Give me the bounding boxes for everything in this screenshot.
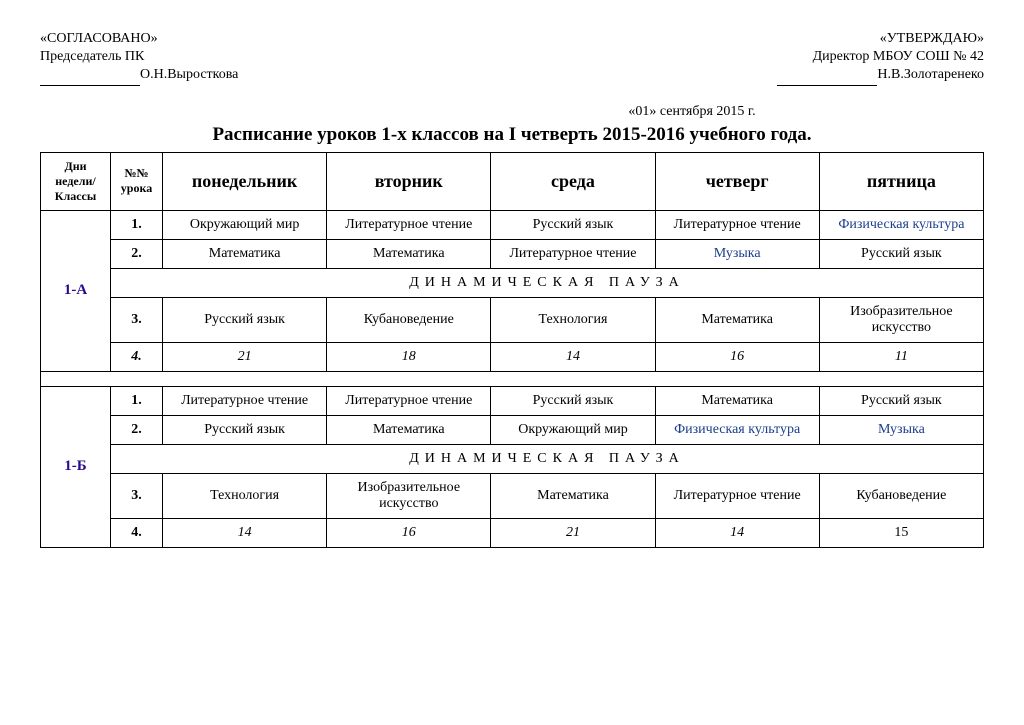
approval-left: «СОГЛАСОВАНО» Председатель ПК О.Н.Вырост…	[40, 30, 238, 86]
cell: Окружающий мир	[163, 210, 327, 239]
table-row: 1-А 1. Окружающий мир Литературное чтени…	[41, 210, 984, 239]
cell: Русский язык	[819, 386, 983, 415]
cell: Русский язык	[163, 297, 327, 342]
cell: Литературное чтение	[655, 473, 819, 518]
cell: 16	[327, 518, 491, 547]
cell: Русский язык	[491, 386, 655, 415]
cell: Литературное чтение	[327, 210, 491, 239]
pause-cell: ДИНАМИЧЕСКАЯ ПАУЗА	[111, 268, 984, 297]
lesson-num: 1.	[111, 210, 163, 239]
lesson-num: 2.	[111, 239, 163, 268]
cell: Физическая культура	[819, 210, 983, 239]
cell: Математика	[491, 473, 655, 518]
col-thu: четверг	[655, 152, 819, 210]
cell: Окружающий мир	[491, 415, 655, 444]
cell: 11	[819, 342, 983, 371]
lesson-num: 2.	[111, 415, 163, 444]
cell: Кубановедение	[327, 297, 491, 342]
lesson-num: 3.	[111, 297, 163, 342]
cell: Литературное чтение	[163, 386, 327, 415]
approval-right-line1: «УТВЕРЖДАЮ»	[777, 30, 984, 48]
cell: Русский язык	[819, 239, 983, 268]
cell: Изобразительное искусство	[819, 297, 983, 342]
cell: Математика	[655, 386, 819, 415]
table-row: 4. 14 16 21 14 15	[41, 518, 984, 547]
cell: Музыка	[655, 239, 819, 268]
pause-cell: ДИНАМИЧЕСКАЯ ПАУЗА	[111, 444, 984, 473]
cell: 21	[163, 342, 327, 371]
cell: Технология	[163, 473, 327, 518]
cell: Математика	[327, 415, 491, 444]
cell: Математика	[163, 239, 327, 268]
table-row: 1-Б 1. Литературное чтение Литературное …	[41, 386, 984, 415]
pause-row: ДИНАМИЧЕСКАЯ ПАУЗА	[41, 444, 984, 473]
approval-right-line3: Н.В.Золотаренеко	[777, 66, 984, 85]
page-title: Расписание уроков 1-х классов на I четве…	[40, 124, 984, 146]
cell: 15	[819, 518, 983, 547]
approval-header: «СОГЛАСОВАНО» Председатель ПК О.Н.Вырост…	[40, 30, 984, 86]
table-row: 2. Математика Математика Литературное чт…	[41, 239, 984, 268]
table-row: 2. Русский язык Математика Окружающий ми…	[41, 415, 984, 444]
cell: Русский язык	[163, 415, 327, 444]
approval-left-line2: Председатель ПК	[40, 48, 238, 66]
date-line: «01» сентября 2015 г.	[400, 104, 984, 120]
cell: 16	[655, 342, 819, 371]
spacer-row	[41, 371, 984, 386]
col-days-header: Дни недели/ Классы	[41, 152, 111, 210]
cell: Музыка	[819, 415, 983, 444]
schedule-table: Дни недели/ Классы №№ урока понедельник …	[40, 152, 984, 548]
pause-row: ДИНАМИЧЕСКАЯ ПАУЗА	[41, 268, 984, 297]
col-fri: пятница	[819, 152, 983, 210]
cell: 14	[491, 342, 655, 371]
col-num-header: №№ урока	[111, 152, 163, 210]
cell: Литературное чтение	[655, 210, 819, 239]
table-row: 3. Технология Изобразительное искусство …	[41, 473, 984, 518]
table-row: 4. 21 18 14 16 11	[41, 342, 984, 371]
cell: 21	[491, 518, 655, 547]
cell: 14	[655, 518, 819, 547]
col-wed: среда	[491, 152, 655, 210]
approval-right-line2: Директор МБОУ СОШ № 42	[777, 48, 984, 66]
cell: Математика	[655, 297, 819, 342]
cell: Русский язык	[491, 210, 655, 239]
class-b-label: 1-Б	[41, 386, 111, 547]
cell: Физическая культура	[655, 415, 819, 444]
cell: Математика	[327, 239, 491, 268]
cell: 18	[327, 342, 491, 371]
table-header-row: Дни недели/ Классы №№ урока понедельник …	[41, 152, 984, 210]
col-tue: вторник	[327, 152, 491, 210]
lesson-num: 1.	[111, 386, 163, 415]
class-a-label: 1-А	[41, 210, 111, 371]
cell: Изобразительное искусство	[327, 473, 491, 518]
cell: Литературное чтение	[491, 239, 655, 268]
lesson-num: 4.	[111, 518, 163, 547]
cell: Кубановедение	[819, 473, 983, 518]
cell: Литературное чтение	[327, 386, 491, 415]
lesson-num: 4.	[111, 342, 163, 371]
approval-left-line3: О.Н.Выросткова	[40, 66, 238, 85]
approval-left-line1: «СОГЛАСОВАНО»	[40, 30, 238, 48]
lesson-num: 3.	[111, 473, 163, 518]
table-row: 3. Русский язык Кубановедение Технология…	[41, 297, 984, 342]
col-mon: понедельник	[163, 152, 327, 210]
cell: Технология	[491, 297, 655, 342]
approval-right: «УТВЕРЖДАЮ» Директор МБОУ СОШ № 42 Н.В.З…	[777, 30, 984, 86]
cell: 14	[163, 518, 327, 547]
